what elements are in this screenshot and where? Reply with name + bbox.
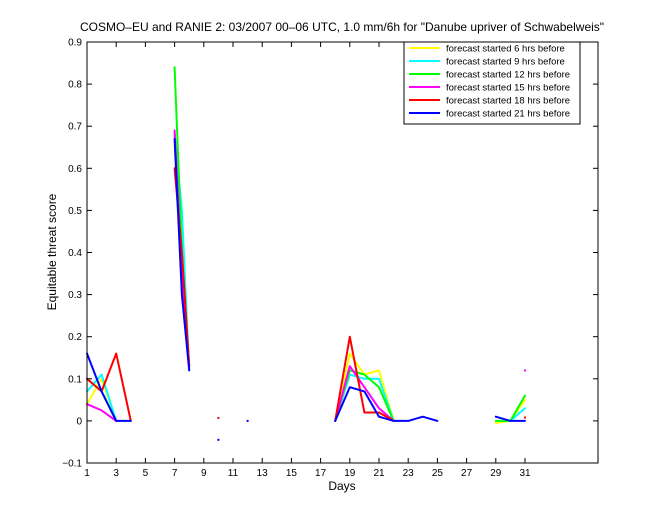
legend-label: forecast started 12 hrs before (446, 70, 570, 81)
y-tick-label: 0.8 (68, 80, 82, 91)
series-line (334, 335, 395, 422)
plot-frame (86, 41, 599, 464)
y-tick-label: 0.5 (68, 206, 82, 217)
series-point (524, 369, 526, 372)
x-tick-label: 25 (432, 468, 444, 479)
legend-label: forecast started 15 hrs before (446, 83, 570, 94)
y-tick-label: 0.9 (68, 38, 82, 49)
series-line (334, 365, 395, 422)
y-tick-label: −0.1 (62, 459, 82, 470)
tick-layer: 1 3 5 7 9 11 13 15 17 19 21 23 25 27 29 31−0.100.10.20.… (62, 38, 598, 479)
series-point (246, 419, 249, 422)
x-tick-label: 5 (143, 468, 149, 479)
series-point (217, 416, 220, 419)
x-axis-label: Days (328, 479, 355, 493)
series-line (86, 373, 118, 422)
series-point (217, 438, 220, 441)
series-layer (86, 66, 526, 441)
x-tick-label: 15 (286, 468, 298, 479)
y-tick-label: 0.4 (68, 248, 82, 259)
y-tick-label: 0.1 (68, 374, 82, 385)
x-tick-label: 11 (228, 468, 239, 479)
series-line (86, 403, 118, 422)
x-tick-label: 19 (344, 468, 356, 479)
x-tick-label: 13 (257, 468, 269, 479)
series-line (86, 352, 132, 422)
series-line (494, 415, 526, 422)
legend-label: forecast started 6 hrs before (446, 44, 565, 55)
y-tick-label: 0.6 (68, 164, 82, 175)
x-tick-label: 1 (84, 468, 90, 479)
series-line (173, 137, 191, 372)
legend-box (403, 41, 581, 125)
x-tick-label: 27 (461, 468, 473, 479)
y-tick-label: 0.7 (68, 122, 82, 133)
legend-label: forecast started 18 hrs before (446, 96, 570, 107)
chart-title: COSMO–EU and RANIE 2: 03/2007 00–06 UTC,… (80, 20, 604, 34)
series-group (86, 137, 526, 441)
series-point (524, 416, 526, 419)
x-tick-label: 31 (519, 468, 531, 479)
x-tick-label: 21 (373, 468, 385, 479)
x-tick-label: 3 (113, 468, 119, 479)
y-tick-label: 0 (76, 416, 82, 427)
x-tick-label: 29 (490, 468, 502, 479)
x-tick-label: 9 (201, 468, 207, 479)
y-tick-label: 0.2 (68, 332, 82, 343)
legend: forecast started 6 hrs before forecast st… (403, 41, 581, 125)
y-tick-label: 0.3 (68, 290, 82, 301)
x-tick-label: 17 (315, 468, 327, 479)
legend-label: forecast started 9 hrs before (446, 57, 565, 68)
legend-label: forecast started 21 hrs before (446, 109, 570, 120)
series-line (86, 352, 132, 422)
x-tick-label: 23 (403, 468, 415, 479)
x-tick-label: 7 (172, 468, 178, 479)
series-line (334, 386, 439, 422)
y-axis-label: Equitable threat score (45, 193, 59, 310)
